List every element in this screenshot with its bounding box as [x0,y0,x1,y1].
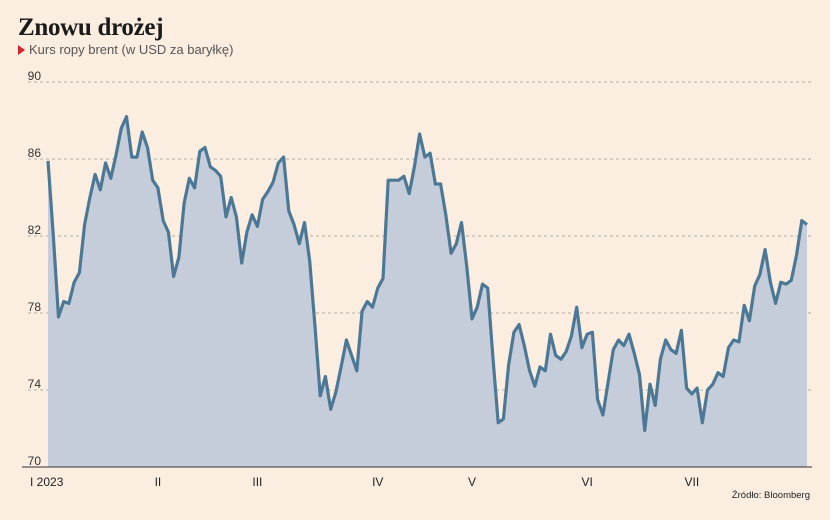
x-tick-label: V [468,475,476,489]
y-tick-label: 82 [28,223,42,237]
y-tick-label: 74 [28,377,42,391]
source-note: Źródło: Bloomberg [731,490,810,501]
y-axis-ticks: 70 74 78 82 86 90 [28,69,42,468]
x-tick-label: II [155,475,162,489]
x-axis-ticks: I 2023 II III IV V VI VII [30,475,699,489]
y-tick-label: 90 [28,69,42,83]
y-tick-label: 70 [28,454,42,468]
y-tick-label: 86 [28,146,42,160]
x-tick-label: IV [372,475,383,489]
x-tick-label: VI [581,475,592,489]
y-tick-label: 78 [28,300,42,314]
price-area [48,116,807,467]
x-tick-label: I 2023 [30,475,64,489]
triangle-marker-icon [18,45,25,55]
subtitle-text: Kurs ropy brent (w USD za baryłkę) [29,42,234,57]
price-line [46,115,808,432]
chart-subtitle: Kurs ropy brent (w USD za baryłkę) [18,42,233,57]
chart-title: Znowu drożej [18,14,164,41]
x-tick-label: III [252,475,262,489]
x-tick-label: VII [685,475,700,489]
